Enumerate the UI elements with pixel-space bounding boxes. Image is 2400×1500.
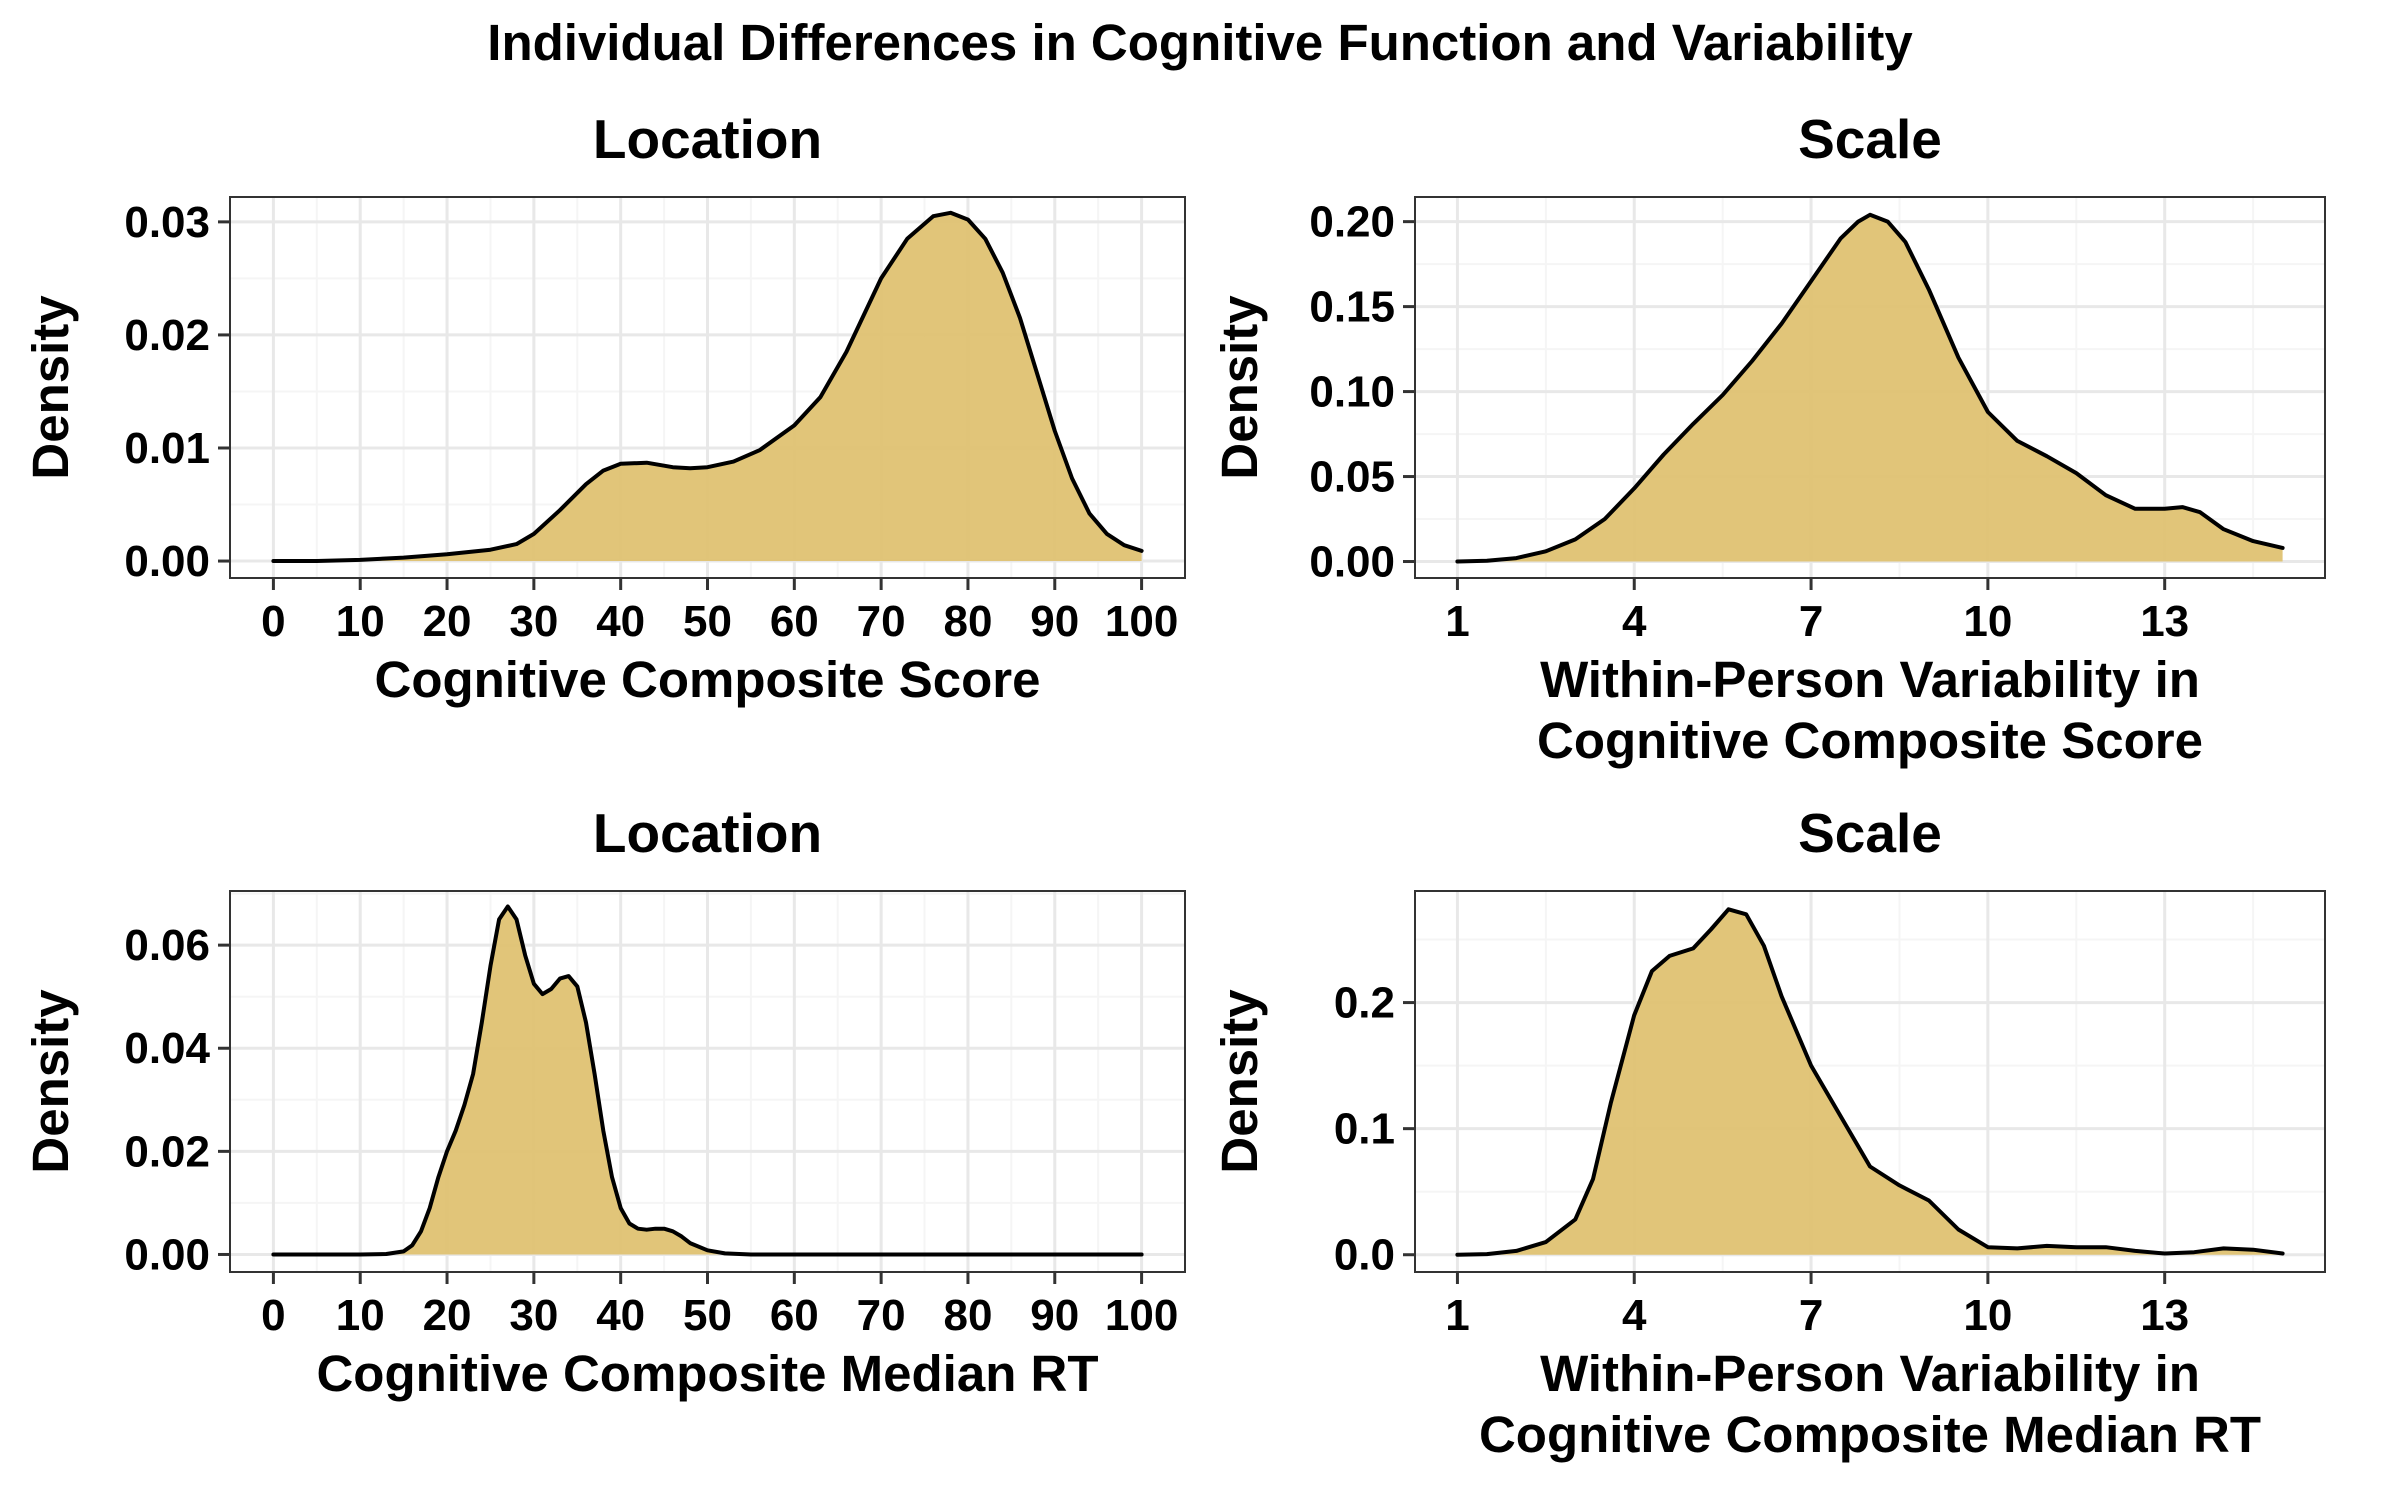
y-tick-label: 0.2 bbox=[1334, 979, 1395, 1028]
x-tick-label: 40 bbox=[596, 1291, 645, 1340]
x-axis-label: Within-Person Variability in bbox=[1540, 651, 2200, 708]
y-tick-label: 0.04 bbox=[124, 1024, 210, 1073]
y-axis-label: Density bbox=[1211, 989, 1268, 1174]
y-axis-label: Density bbox=[22, 989, 79, 1174]
x-tick-label: 30 bbox=[509, 1291, 558, 1340]
density-line bbox=[1455, 907, 2285, 1257]
x-tick-label: 13 bbox=[2140, 1291, 2189, 1340]
x-tick-label: 10 bbox=[336, 1291, 385, 1340]
x-axis-label: Cognitive Composite Score bbox=[1537, 712, 2203, 769]
x-tick-label: 70 bbox=[857, 597, 906, 646]
density-area bbox=[1457, 909, 2283, 1255]
x-tick-label: 10 bbox=[336, 597, 385, 646]
y-tick-label: 0.02 bbox=[124, 311, 210, 360]
x-tick-label: 10 bbox=[1963, 1291, 2012, 1340]
density-line bbox=[271, 210, 1144, 563]
chart-panel-4: 1 4 7 10 13 0.0 0.1 0.2 Scale Within-Person Varia… bbox=[1211, 802, 2326, 1463]
panel-title: Scale bbox=[1798, 802, 1942, 864]
y-axis-label: Density bbox=[22, 295, 79, 480]
x-tick-label: 50 bbox=[683, 597, 732, 646]
x-tick-label: 0 bbox=[261, 1291, 285, 1340]
y-tick-label: 0.1 bbox=[1334, 1105, 1395, 1154]
y-tick-label: 0.00 bbox=[1309, 538, 1395, 587]
y-axis-label: Density bbox=[1211, 295, 1268, 480]
chart-panel-2: 1 4 7 10 13 0.00 0.05 0.10 0.15 0.20 Scale Within-P… bbox=[1211, 108, 2326, 769]
chart-panel-3: 0 10 20 30 40 50 60 70 80 90 100 0.00 0.02 0.04 0.06 Lo… bbox=[22, 802, 1186, 1402]
x-tick-label: 7 bbox=[1799, 597, 1823, 646]
x-tick-label: 40 bbox=[596, 597, 645, 646]
x-tick-label: 100 bbox=[1105, 1291, 1178, 1340]
panels: 0 10 20 30 40 50 60 70 80 90 1000.000.010.020.03Lo… bbox=[22, 108, 2326, 1463]
x-axis-label: Cognitive Composite Score bbox=[375, 651, 1041, 708]
x-tick-label: 80 bbox=[943, 597, 992, 646]
x-tick-label: 1 bbox=[1445, 597, 1469, 646]
panel-border bbox=[1414, 196, 2326, 579]
chart-panel-1: 0 10 20 30 40 50 60 70 80 90 100 0.00 0.01 0.02 0.03 Lo… bbox=[22, 108, 1186, 708]
x-tick-label: 13 bbox=[2140, 597, 2189, 646]
x-tick-label: 60 bbox=[770, 1291, 819, 1340]
y-tick-label: 0.06 bbox=[124, 921, 210, 970]
x-tick-label: 1 bbox=[1445, 1291, 1469, 1340]
x-tick-label: 90 bbox=[1030, 1291, 1079, 1340]
y-tick-label: 0.20 bbox=[1309, 198, 1395, 247]
y-tick-label: 0.05 bbox=[1309, 453, 1395, 502]
x-axis-label: Within-Person Variability in bbox=[1540, 1345, 2200, 1402]
y-tick-label: 0.15 bbox=[1309, 283, 1395, 332]
x-tick-label: 0 bbox=[261, 597, 285, 646]
y-tick-label: 0.00 bbox=[124, 1230, 210, 1279]
y-tick-label: 0.00 bbox=[124, 537, 210, 586]
x-tick-label: 4 bbox=[1622, 1291, 1647, 1340]
x-axis-label: Cognitive Composite Median RT bbox=[316, 1345, 1098, 1402]
x-tick-label: 50 bbox=[683, 1291, 732, 1340]
y-tick-label: 0.01 bbox=[124, 424, 210, 473]
density-area bbox=[273, 906, 1142, 1255]
x-tick-label: 30 bbox=[509, 597, 558, 646]
panel-border bbox=[1414, 890, 2326, 1273]
panel-title: Location bbox=[593, 802, 822, 864]
x-tick-label: 4 bbox=[1622, 597, 1647, 646]
density-area bbox=[273, 212, 1142, 562]
x-tick-label: 90 bbox=[1030, 597, 1079, 646]
y-tick-label: 0.03 bbox=[124, 198, 210, 247]
panel-title: Location bbox=[593, 108, 822, 170]
x-tick-label: 10 bbox=[1963, 597, 2012, 646]
x-axis-label: Cognitive Composite Median RT bbox=[1479, 1406, 2261, 1463]
density-line bbox=[271, 904, 1144, 1257]
density-line bbox=[1455, 212, 2285, 564]
y-tick-label: 0.10 bbox=[1309, 368, 1395, 417]
x-tick-label: 20 bbox=[423, 1291, 472, 1340]
figure-title: Individual Differences in Cognitive Func… bbox=[487, 14, 1913, 71]
x-tick-label: 70 bbox=[857, 1291, 906, 1340]
x-tick-label: 80 bbox=[943, 1291, 992, 1340]
x-tick-label: 60 bbox=[770, 597, 819, 646]
y-tick-label: 0.0 bbox=[1334, 1231, 1395, 1280]
y-tick-label: 0.02 bbox=[124, 1127, 210, 1176]
x-tick-label: 20 bbox=[423, 597, 472, 646]
x-tick-label: 100 bbox=[1105, 597, 1178, 646]
panel-title: Scale bbox=[1798, 108, 1942, 170]
x-tick-label: 7 bbox=[1799, 1291, 1823, 1340]
